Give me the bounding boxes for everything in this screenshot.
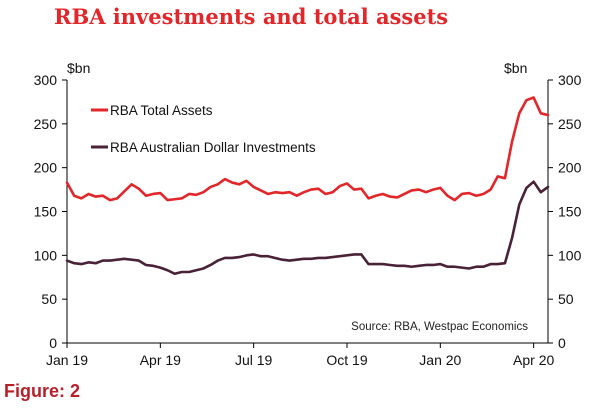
y-tick-label-right: 150 xyxy=(558,204,582,220)
y-tick-label-right: 100 xyxy=(558,247,582,263)
y-tick-label-left: 150 xyxy=(34,204,58,220)
y-tick-label-left: 200 xyxy=(34,160,58,176)
y-tick-label-right: 300 xyxy=(558,72,582,88)
left-axis-unit: $bn xyxy=(67,60,90,76)
x-tick-label: Apr 19 xyxy=(140,352,181,368)
right-axis-unit: $bn xyxy=(504,60,527,76)
y-tick-label-right: 200 xyxy=(558,160,582,176)
chart-legend: RBA Total Assets RBA Australian Dollar I… xyxy=(91,103,316,155)
y-tick-label-left: 50 xyxy=(41,291,57,307)
y-tick-label-left: 100 xyxy=(34,247,58,263)
x-tick-label: Apr 20 xyxy=(513,352,554,368)
x-tick-label: Oct 19 xyxy=(326,352,367,368)
x-tick-label: Jul 19 xyxy=(235,352,273,368)
chart-title: RBA investments and total assets xyxy=(54,4,449,29)
legend-label-aud-investments: RBA Australian Dollar Investments xyxy=(110,140,316,155)
legend-label-total-assets: RBA Total Assets xyxy=(110,103,213,118)
y-tick-label-right: 50 xyxy=(558,291,574,307)
y-tick-label-left: 300 xyxy=(34,72,58,88)
y-tick-label-right: 250 xyxy=(558,116,582,132)
y-tick-label-left: 250 xyxy=(34,116,58,132)
figure-label: Figure: 2 xyxy=(4,381,81,401)
series-line-total-assets xyxy=(65,96,550,202)
chart-lines xyxy=(65,96,550,276)
y-tick-label-left: 0 xyxy=(49,335,57,351)
chart-axes: 0 0 50 50 100 100 150 150 200 200 250 250 300 300 Jan … xyxy=(34,72,582,368)
source-note: Source: RBA, Westpac Economics xyxy=(351,321,528,333)
series-line-aud-investments xyxy=(65,180,550,276)
x-tick-label: Jan 19 xyxy=(46,352,88,368)
y-tick-label-right: 0 xyxy=(558,335,566,351)
x-tick-label: Jan 20 xyxy=(419,352,461,368)
